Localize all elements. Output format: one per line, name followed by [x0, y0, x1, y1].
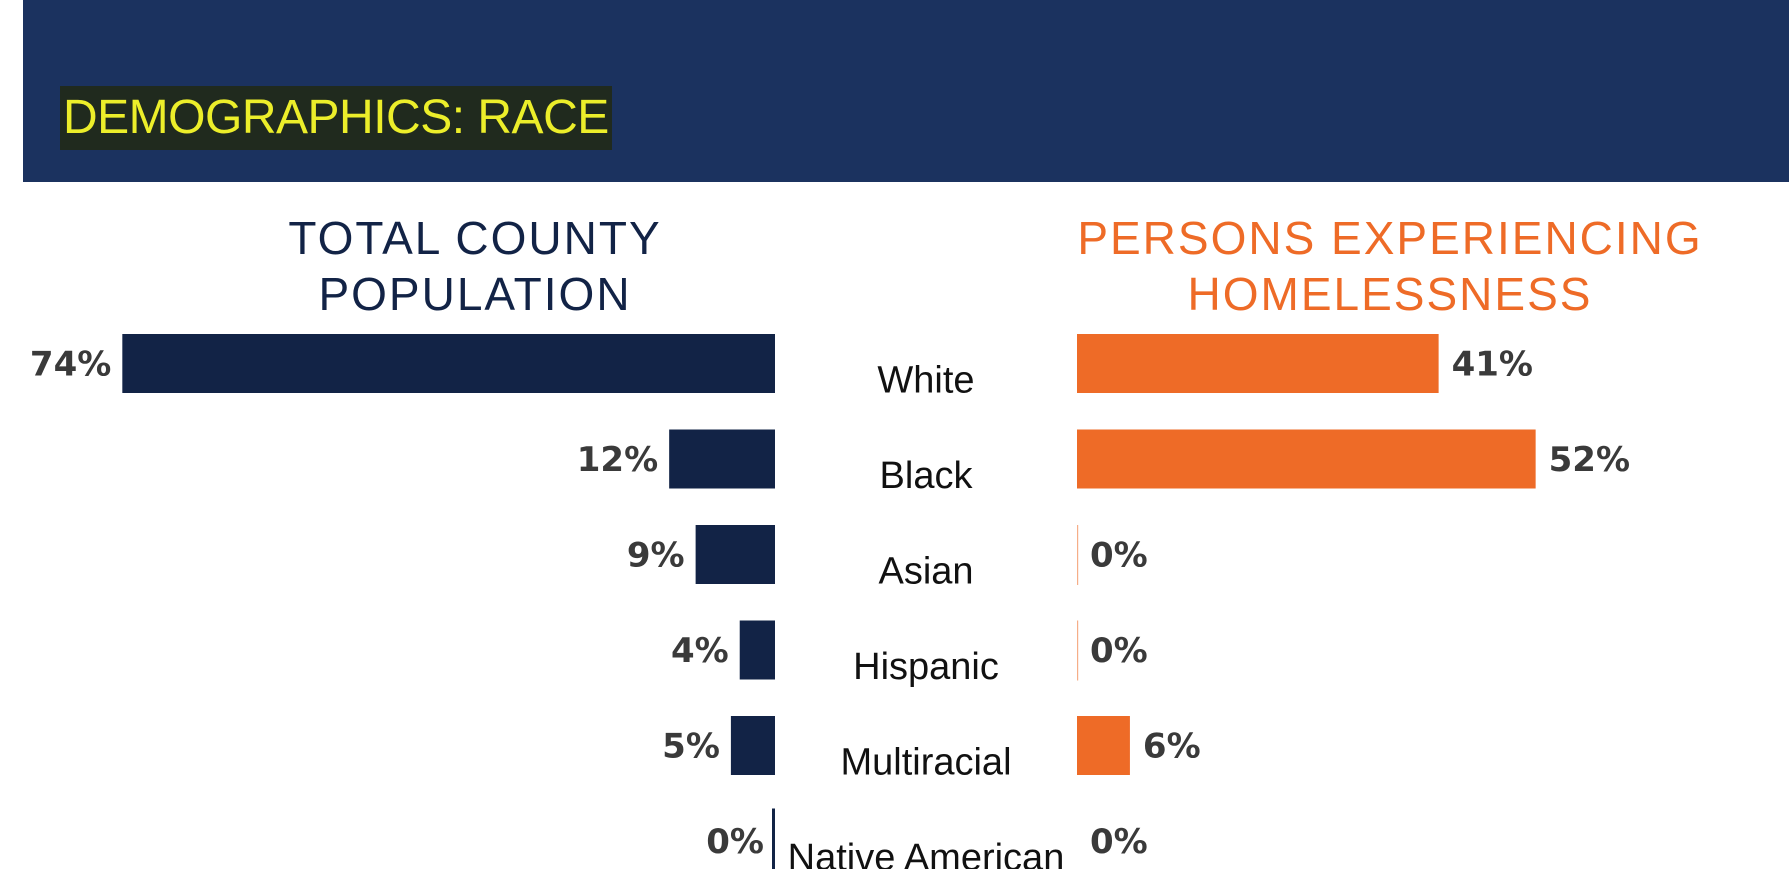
category-label-multiracial: Multiracial — [840, 742, 1011, 784]
county-bar-white — [122, 334, 775, 393]
county-value-label-black: 12% — [577, 440, 658, 480]
homeless-series-title: PERSONS EXPERIENCING HOMELESSNESS — [1040, 210, 1740, 322]
category-label-native-american: Native American — [788, 837, 1065, 869]
homeless-bar-multiracial — [1077, 716, 1130, 775]
homeless-value-label-multiracial: 6% — [1143, 727, 1201, 767]
homeless-value-label-white: 41% — [1452, 345, 1533, 385]
category-label-white: White — [877, 360, 974, 402]
category-label-hispanic: Hispanic — [853, 646, 999, 688]
county-series-title-line-2: POPULATION — [318, 268, 632, 320]
homeless-series-title-line-1: PERSONS EXPERIENCING — [1077, 212, 1703, 264]
county-value-label-hispanic: 4% — [671, 631, 729, 671]
homeless-bar-black — [1077, 429, 1536, 489]
homeless-value-label-native-american: 0% — [1090, 822, 1148, 862]
homeless-value-label-hispanic: 0% — [1090, 631, 1148, 671]
category-label-black: Black — [880, 455, 974, 497]
county-value-label-asian: 9% — [627, 536, 685, 576]
county-bar-black — [669, 429, 775, 489]
homeless-bar-white — [1077, 334, 1439, 393]
category-label-asian: Asian — [878, 551, 973, 593]
county-value-label-white: 74% — [30, 345, 111, 385]
county-series-title: TOTAL COUNTY POPULATION — [230, 210, 720, 322]
county-bar-multiracial — [730, 716, 775, 775]
county-bar-hispanic — [739, 620, 775, 680]
county-value-label-native-american: 0% — [706, 822, 764, 862]
homeless-bar-asian — [1077, 525, 1079, 585]
county-bar-native-american — [772, 808, 775, 869]
county-series-title-line-1: TOTAL COUNTY — [288, 212, 662, 264]
homeless-value-label-asian: 0% — [1090, 536, 1148, 576]
page-title: DEMOGRAPHICS: RACE — [60, 86, 612, 150]
county-value-label-multiracial: 5% — [662, 727, 720, 767]
homeless-series-title-line-2: HOMELESSNESS — [1187, 268, 1593, 320]
homeless-bar-hispanic — [1077, 620, 1079, 681]
county-bar-asian — [695, 525, 775, 584]
homeless-value-label-black: 52% — [1549, 440, 1630, 480]
